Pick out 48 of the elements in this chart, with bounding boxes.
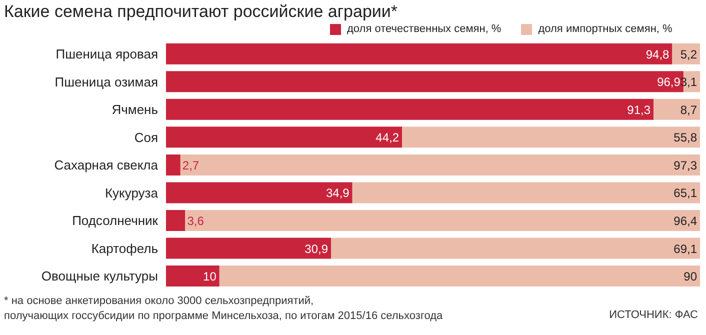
y-tick-label: Овощные культуры bbox=[41, 268, 158, 284]
bar bbox=[185, 210, 700, 231]
data-label: 69,1 bbox=[674, 242, 698, 256]
bar bbox=[402, 126, 700, 148]
bar bbox=[166, 238, 332, 259]
data-label: 91,3 bbox=[627, 102, 651, 117]
text: * на основе анкетирования около 3000 сельхозпредприятий, bbox=[4, 294, 315, 309]
bar bbox=[672, 43, 700, 64]
text: ИСТОЧНИК: ФАС bbox=[609, 309, 698, 321]
bar bbox=[166, 126, 402, 148]
y-tick-label: Сахарная свекла bbox=[54, 158, 159, 173]
data-label: 2,7 bbox=[182, 158, 200, 172]
data-label: 55,8 bbox=[674, 130, 698, 145]
legend-label: доля импортных семян, % bbox=[538, 23, 672, 35]
data-label: 94,8 bbox=[646, 47, 670, 62]
bar bbox=[166, 266, 220, 287]
data-label: 10 bbox=[203, 270, 217, 284]
y-tick-label: Картофель bbox=[91, 240, 158, 256]
y-tick-label: Подсолнечник bbox=[72, 213, 158, 228]
bar bbox=[219, 266, 700, 287]
bar bbox=[180, 154, 700, 176]
bar bbox=[166, 182, 352, 204]
data-label: 65,1 bbox=[674, 186, 698, 200]
data-label: 30,9 bbox=[304, 242, 328, 256]
bar bbox=[654, 98, 700, 120]
y-tick-label: Соя bbox=[134, 130, 158, 145]
bar bbox=[166, 98, 654, 120]
data-label: 96,9 bbox=[657, 75, 681, 90]
data-label: 96,4 bbox=[674, 214, 698, 228]
data-label: 44,2 bbox=[376, 130, 400, 145]
bar bbox=[352, 182, 700, 204]
data-label: 90 bbox=[684, 270, 698, 284]
bar bbox=[166, 43, 672, 64]
y-tick-label: Ячмень bbox=[112, 102, 158, 118]
data-label: 5,2 bbox=[680, 47, 698, 62]
data-label: 3,6 bbox=[187, 214, 204, 228]
bar bbox=[166, 210, 186, 231]
legend-label: доля отечественных семян, % bbox=[347, 23, 502, 35]
data-label: 34,9 bbox=[326, 186, 350, 200]
y-tick-label: Кукуруза bbox=[104, 185, 159, 200]
text: получающих госсубсидии по программе Минсельхоза, по итогам 2015/16 сельхозгода bbox=[4, 309, 443, 324]
bar bbox=[166, 154, 180, 176]
data-label: 97,3 bbox=[674, 158, 698, 172]
bar bbox=[331, 238, 700, 259]
y-tick-label: Пшеница яровая bbox=[56, 46, 158, 62]
chart-title: Какие семена предпочитают российские аграрии* bbox=[4, 2, 398, 22]
y-tick-label: Пшеница озимая bbox=[54, 74, 158, 90]
data-label: 8,7 bbox=[680, 102, 698, 117]
